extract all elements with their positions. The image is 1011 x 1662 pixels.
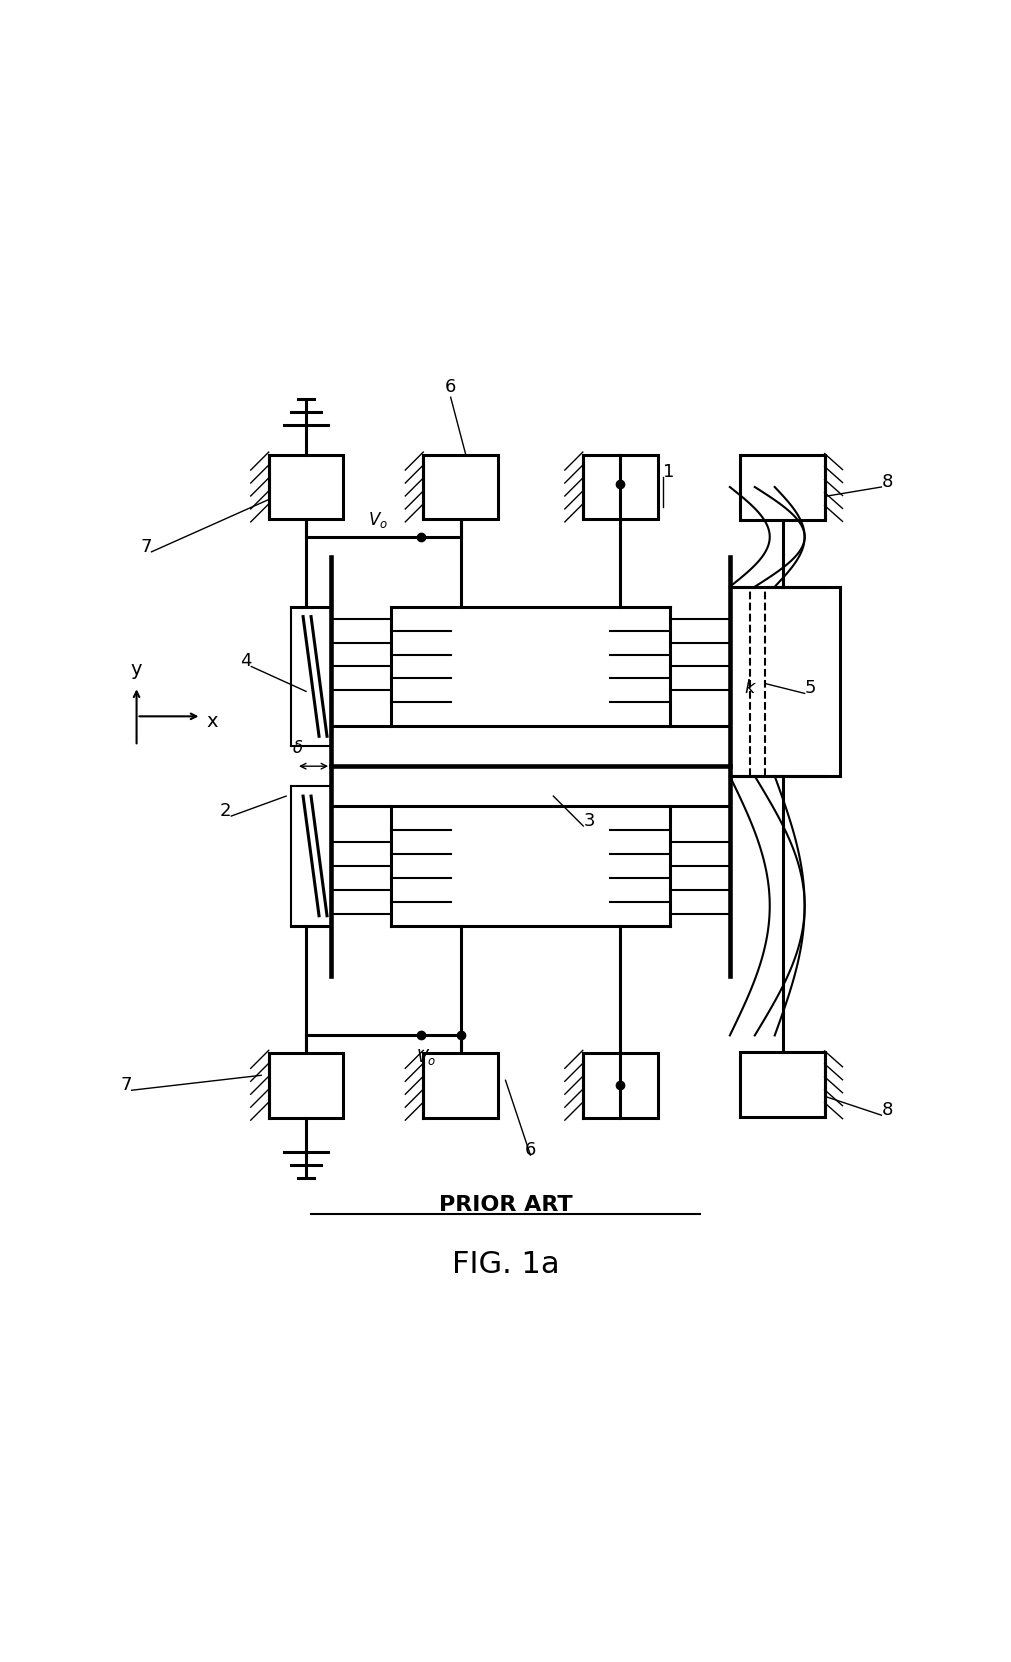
- Text: 8: 8: [882, 1102, 893, 1119]
- Text: 3: 3: [583, 813, 594, 829]
- Text: $V_o$: $V_o$: [368, 510, 388, 530]
- Bar: [740, 1052, 825, 1117]
- Text: FIG. 1a: FIG. 1a: [452, 1250, 559, 1280]
- Bar: [424, 455, 498, 520]
- Text: 8: 8: [882, 474, 893, 490]
- Bar: [582, 1052, 657, 1117]
- Text: $V_o$: $V_o$: [416, 1047, 436, 1067]
- Text: 6: 6: [525, 1142, 536, 1158]
- Text: y: y: [130, 660, 143, 680]
- Text: 7: 7: [120, 1077, 131, 1094]
- Bar: [269, 1052, 344, 1117]
- Text: $\delta$: $\delta$: [292, 740, 303, 758]
- Text: 6: 6: [445, 379, 456, 396]
- Bar: [424, 1052, 498, 1117]
- Text: 1: 1: [663, 464, 674, 480]
- Bar: [740, 455, 825, 520]
- Text: k: k: [745, 680, 755, 698]
- Text: 5: 5: [805, 680, 816, 698]
- Text: 2: 2: [219, 803, 232, 819]
- Text: 4: 4: [240, 653, 252, 670]
- Bar: [269, 455, 344, 520]
- Text: x: x: [206, 711, 217, 731]
- Bar: [582, 455, 657, 520]
- Text: 7: 7: [141, 538, 152, 555]
- Text: PRIOR ART: PRIOR ART: [439, 1195, 572, 1215]
